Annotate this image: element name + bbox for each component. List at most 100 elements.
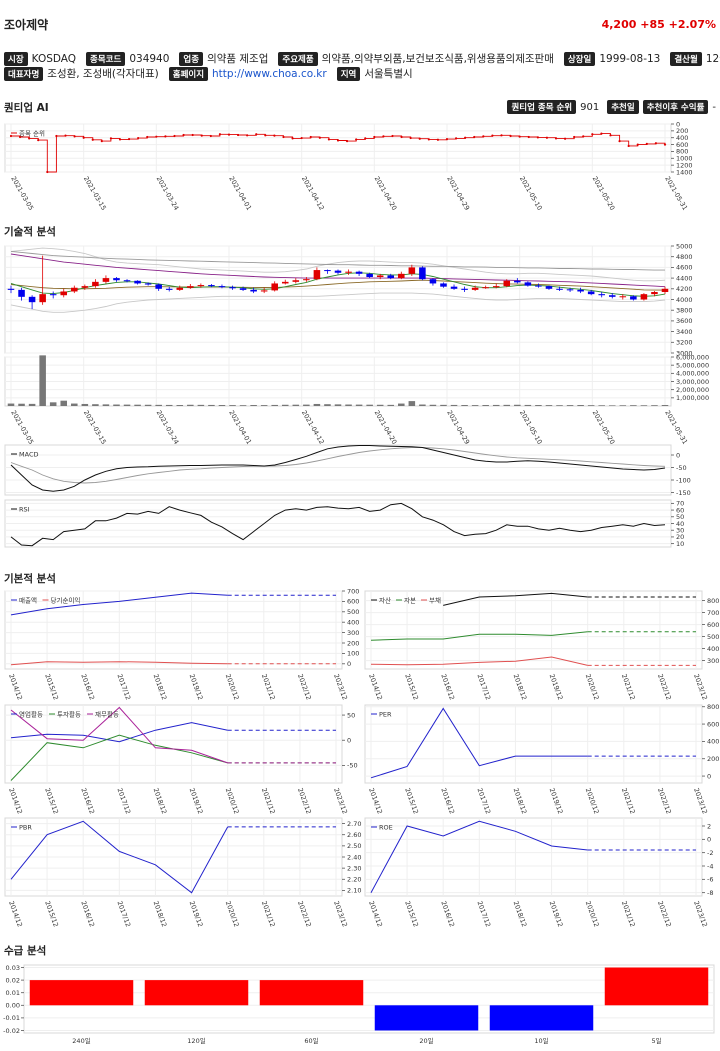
bollinger-lower-line (10, 292, 666, 313)
rank-point-43 (400, 135, 403, 139)
volume-x-label-3: 2021-04-01 (227, 409, 253, 446)
candle-body-34 (366, 273, 373, 278)
candle-body-58 (619, 296, 627, 298)
candle-body-57 (608, 295, 616, 297)
fund-cashflow-x-label-6: 2020/12 (224, 787, 241, 815)
volume-bar-21 (229, 405, 236, 406)
fund-roe-x-label-5: 2019/12 (548, 900, 565, 928)
volume-bar-4 (49, 402, 57, 406)
fund-cashflow-legend-label-2: 재무활동 (95, 710, 119, 719)
rank-point-5 (55, 134, 58, 138)
rank-point-39 (364, 137, 367, 140)
fund-per-frame (364, 704, 703, 784)
candle-body-56 (598, 294, 605, 296)
rank-point-3 (37, 139, 40, 142)
volume-bar-57 (608, 405, 616, 406)
ma-long-line (10, 250, 665, 271)
section-technical-title: 기술적 분석 (4, 226, 56, 238)
rank-point-56 (518, 135, 521, 138)
rank-point-52 (482, 135, 485, 138)
fund-per-x-label-5: 2019/12 (548, 787, 565, 815)
volume-bar-33 (355, 404, 363, 406)
fund-assets-x-label-8: 2022/12 (656, 673, 673, 701)
rank-x-label-7: 2021-05-10 (518, 175, 544, 212)
volume-bar-12 (134, 404, 141, 406)
fund-assets-legend-label-2: 부채 (429, 597, 441, 605)
rank-x-label-1: 2021-03-15 (82, 175, 108, 212)
price-y-tick-label-10: 5000 (676, 242, 693, 250)
volume-y-tick-label-2: 3,000,000 (676, 378, 709, 386)
recommend-date-tag: 추천일 (607, 100, 639, 114)
volume-bar-25 (271, 404, 278, 406)
rank-point-45 (418, 137, 421, 140)
rank-point-0 (9, 134, 13, 138)
rank-point-68 (627, 144, 630, 148)
volume-bar-45 (482, 405, 489, 406)
fund-roe-legend-label-0: ROE (379, 824, 393, 832)
candle-body-6 (71, 287, 78, 292)
fund-roe-y-tick-label-1: -6 (707, 876, 713, 884)
candle-body-61 (651, 292, 658, 295)
candle-body-42 (450, 286, 458, 289)
fund-sales-y-tick-label-4: 400 (347, 619, 359, 627)
fund-assets-x-label-9: 2023/12 (692, 673, 709, 701)
rank-point-7 (73, 135, 76, 138)
candle-body-51 (545, 286, 553, 289)
candle-body-23 (250, 289, 257, 292)
fund-per-y-tick-label-4: 800 (707, 703, 719, 711)
fund-roe-x-label-9: 2023/12 (692, 900, 709, 928)
fund-sales-x-label-2: 2016/12 (79, 673, 96, 701)
candle-body-10 (113, 278, 120, 281)
return-tag: 추천이후 수익률 (642, 100, 709, 114)
rank-point-44 (409, 136, 412, 140)
rank-point-17 (164, 135, 167, 138)
fund-assets-frame (364, 590, 703, 670)
rank-point-54 (500, 134, 503, 137)
fund-cashflow-x-label-0: 2014/12 (7, 787, 24, 815)
macd-y-tick-label-3: 0 (676, 451, 680, 459)
rank-y-tick-label-5: 1000 (676, 155, 693, 163)
rank-point-30 (282, 135, 285, 139)
rank-point-28 (264, 134, 267, 137)
rank-x-label-6: 2021-04-29 (445, 175, 471, 212)
rank-point-48 (445, 137, 449, 141)
fund-sales-y-tick-label-7: 700 (347, 587, 359, 595)
volume-bar-42 (450, 404, 458, 406)
volume-bar-54 (577, 405, 584, 406)
candle-body-30 (324, 270, 331, 272)
rank-point-59 (545, 136, 549, 139)
volume-bar-34 (366, 404, 373, 406)
volume-x-label-2: 2021-03-24 (155, 409, 181, 446)
fund-pbr-y-tick-label-1: 2.20 (347, 876, 361, 884)
fund-sales-x-label-6: 2020/12 (224, 673, 241, 701)
macd-line (10, 445, 666, 492)
volume-bar-49 (524, 404, 532, 406)
homepage-link[interactable]: http://www.choa.co.kr (212, 67, 327, 80)
rsi-y-tick-label-3: 40 (676, 520, 684, 528)
candle-body-22 (239, 288, 247, 290)
fund-sales-y-tick-label-3: 300 (347, 629, 359, 637)
fund-cashflow-x-label-5: 2019/12 (188, 787, 205, 815)
fund-pbr-x-label-8: 2022/12 (296, 900, 313, 928)
rank-point-36 (336, 139, 340, 142)
rank-x-label-8: 2021-05-20 (591, 175, 617, 212)
volume-bar-41 (440, 404, 447, 406)
supply-bar-1 (144, 980, 249, 1006)
rank-point-42 (391, 134, 394, 138)
fund-roe-y-tick-label-5: 2 (707, 822, 711, 830)
fund-sales-series-0-line (10, 592, 228, 616)
volume-y-tick-label-5: 6,000,000 (676, 353, 709, 361)
candle-body-62 (661, 288, 669, 293)
candle-body-47 (503, 280, 511, 287)
volume-bar-30 (324, 404, 331, 406)
rank-point-47 (436, 138, 440, 141)
supply-bar-0 (29, 980, 134, 1006)
volume-bar-0 (7, 403, 15, 406)
fund-roe-frame (364, 817, 703, 897)
macd-signal-line (10, 447, 666, 484)
rank-point-64 (591, 133, 594, 136)
fund-sales-x-label-0: 2014/12 (7, 673, 24, 701)
volume-bar-27 (292, 404, 300, 406)
fund-sales-y-tick-label-0: 0 (347, 660, 351, 668)
fund-per-x-label-7: 2021/12 (620, 787, 637, 815)
